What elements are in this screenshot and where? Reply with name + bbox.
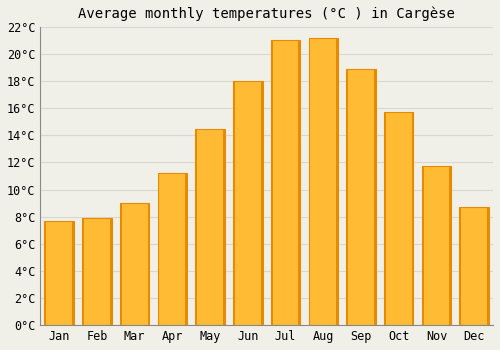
Bar (384, 112, 414, 325)
Bar (346, 69, 348, 325)
Bar (487, 207, 489, 325)
Bar (271, 40, 300, 325)
Bar (223, 128, 225, 325)
Title: Average monthly temperatures (°C ) in Cargèse: Average monthly temperatures (°C ) in Ca… (78, 7, 455, 21)
Bar (120, 203, 122, 325)
Bar (460, 207, 461, 325)
Bar (422, 167, 424, 325)
Bar (148, 203, 150, 325)
Bar (346, 69, 376, 325)
Bar (186, 173, 187, 325)
Bar (412, 112, 414, 325)
Bar (374, 69, 376, 325)
Bar (196, 128, 197, 325)
Bar (308, 38, 310, 325)
Bar (271, 40, 272, 325)
Bar (158, 173, 187, 325)
Bar (196, 128, 225, 325)
Bar (384, 112, 386, 325)
Bar (44, 221, 74, 325)
Bar (308, 38, 338, 325)
Bar (120, 203, 150, 325)
Bar (336, 38, 338, 325)
Bar (44, 221, 46, 325)
Bar (82, 218, 84, 325)
Bar (158, 173, 160, 325)
Bar (450, 167, 451, 325)
Bar (233, 81, 235, 325)
Bar (261, 81, 262, 325)
Bar (460, 207, 489, 325)
Bar (82, 218, 112, 325)
Bar (422, 167, 451, 325)
Bar (110, 218, 112, 325)
Bar (233, 81, 262, 325)
Bar (298, 40, 300, 325)
Bar (72, 221, 74, 325)
